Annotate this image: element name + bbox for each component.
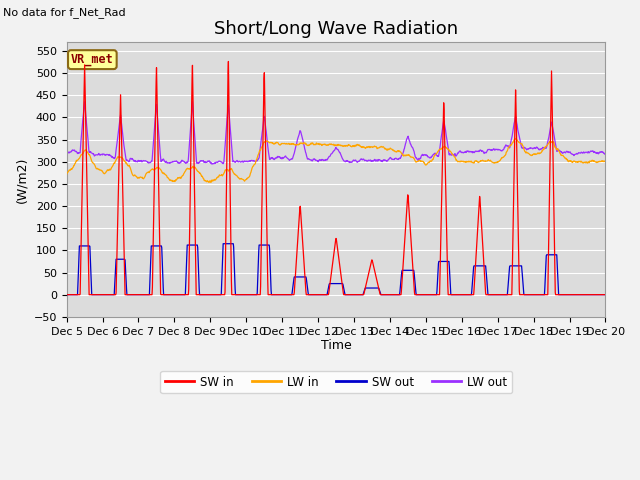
Text: No data for f_Net_Rad: No data for f_Net_Rad bbox=[3, 7, 126, 18]
Legend: SW in, LW in, SW out, LW out: SW in, LW in, SW out, LW out bbox=[160, 371, 512, 393]
Y-axis label: (W/m2): (W/m2) bbox=[15, 156, 28, 203]
X-axis label: Time: Time bbox=[321, 339, 351, 352]
Text: VR_met: VR_met bbox=[71, 53, 114, 66]
Title: Short/Long Wave Radiation: Short/Long Wave Radiation bbox=[214, 20, 458, 38]
